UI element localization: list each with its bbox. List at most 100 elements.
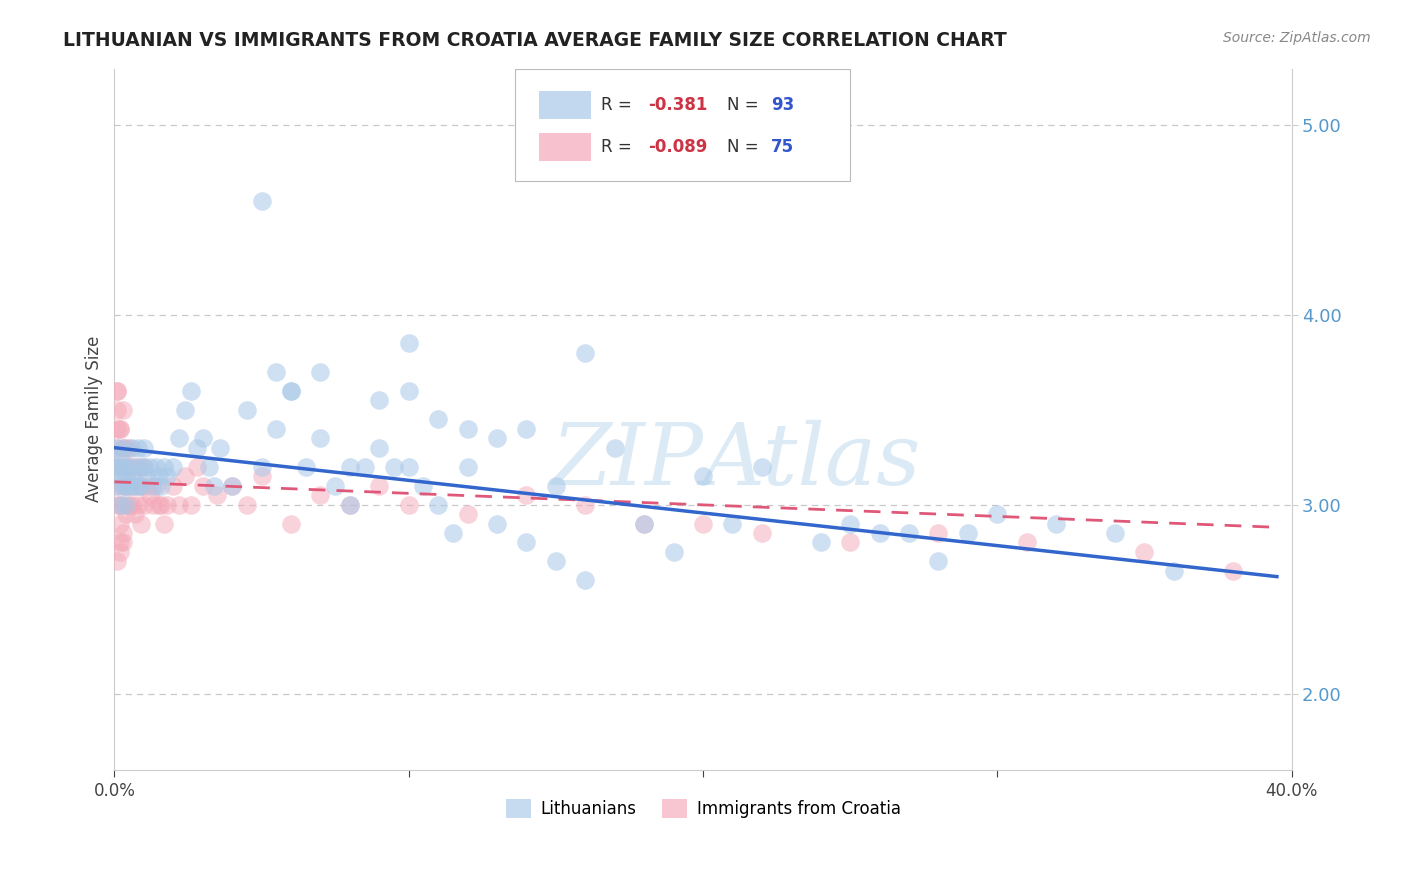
Point	[121, 478, 143, 492]
Text: -0.089: -0.089	[648, 138, 707, 156]
Point	[180, 498, 202, 512]
Point	[1163, 564, 1185, 578]
Point	[132, 459, 155, 474]
Point	[280, 384, 302, 398]
Point	[457, 422, 479, 436]
Point	[353, 459, 375, 474]
Point	[810, 535, 832, 549]
Point	[427, 412, 450, 426]
Point	[603, 441, 626, 455]
Point	[574, 498, 596, 512]
Point	[110, 535, 132, 549]
Y-axis label: Average Family Size: Average Family Size	[86, 336, 103, 502]
Point	[441, 526, 464, 541]
Point	[927, 526, 949, 541]
Point	[869, 526, 891, 541]
Point	[167, 498, 190, 512]
Point	[927, 554, 949, 568]
Point	[162, 459, 184, 474]
Point	[204, 478, 226, 492]
Point	[115, 441, 138, 455]
Point	[110, 469, 132, 483]
Point	[118, 459, 141, 474]
Point	[236, 402, 259, 417]
Point	[142, 478, 165, 492]
Point	[368, 393, 391, 408]
Point	[124, 478, 146, 492]
Point	[132, 498, 155, 512]
Point	[633, 516, 655, 531]
Point	[309, 365, 332, 379]
Point	[751, 526, 773, 541]
Point	[115, 498, 138, 512]
Point	[135, 478, 157, 492]
Text: N =: N =	[727, 138, 763, 156]
Point	[485, 431, 508, 445]
Point	[129, 516, 152, 531]
Point	[105, 441, 128, 455]
Point	[1045, 516, 1067, 531]
Point	[485, 516, 508, 531]
Point	[105, 459, 128, 474]
Text: -0.381: -0.381	[648, 96, 707, 114]
Point	[115, 459, 138, 474]
Point	[118, 441, 141, 455]
Point	[105, 384, 128, 398]
Point	[236, 498, 259, 512]
Point	[118, 498, 141, 512]
Text: LITHUANIAN VS IMMIGRANTS FROM CROATIA AVERAGE FAMILY SIZE CORRELATION CHART: LITHUANIAN VS IMMIGRANTS FROM CROATIA AV…	[63, 31, 1007, 50]
Point	[129, 459, 152, 474]
Point	[105, 384, 128, 398]
Point	[138, 459, 160, 474]
Point	[148, 469, 170, 483]
Point	[264, 422, 287, 436]
Point	[118, 478, 141, 492]
Point	[110, 498, 132, 512]
Point	[309, 431, 332, 445]
Point	[309, 488, 332, 502]
Point	[115, 507, 138, 521]
Point	[280, 516, 302, 531]
Point	[132, 441, 155, 455]
Point	[115, 478, 138, 492]
Point	[129, 478, 152, 492]
Point	[110, 545, 132, 559]
Text: R =: R =	[600, 138, 637, 156]
Point	[264, 365, 287, 379]
Point	[121, 469, 143, 483]
Point	[294, 459, 316, 474]
Point	[115, 478, 138, 492]
Point	[1015, 535, 1038, 549]
Point	[174, 469, 197, 483]
Point	[105, 554, 128, 568]
Point	[692, 469, 714, 483]
Point	[132, 459, 155, 474]
Point	[986, 507, 1008, 521]
Point	[112, 526, 135, 541]
Point	[112, 402, 135, 417]
Point	[839, 535, 862, 549]
Point	[221, 478, 243, 492]
Point	[398, 384, 420, 398]
Point	[751, 459, 773, 474]
Point	[112, 478, 135, 492]
FancyBboxPatch shape	[540, 91, 591, 119]
Point	[112, 459, 135, 474]
Point	[368, 441, 391, 455]
Point	[115, 469, 138, 483]
Point	[515, 535, 537, 549]
Point	[129, 478, 152, 492]
Point	[186, 441, 208, 455]
Text: Atlas: Atlas	[703, 420, 921, 503]
Point	[145, 478, 167, 492]
Point	[112, 478, 135, 492]
Point	[105, 478, 128, 492]
Point	[956, 526, 979, 541]
Point	[148, 498, 170, 512]
Point	[167, 431, 190, 445]
Point	[124, 507, 146, 521]
Point	[207, 488, 229, 502]
Point	[110, 516, 132, 531]
Point	[692, 516, 714, 531]
Point	[339, 498, 361, 512]
